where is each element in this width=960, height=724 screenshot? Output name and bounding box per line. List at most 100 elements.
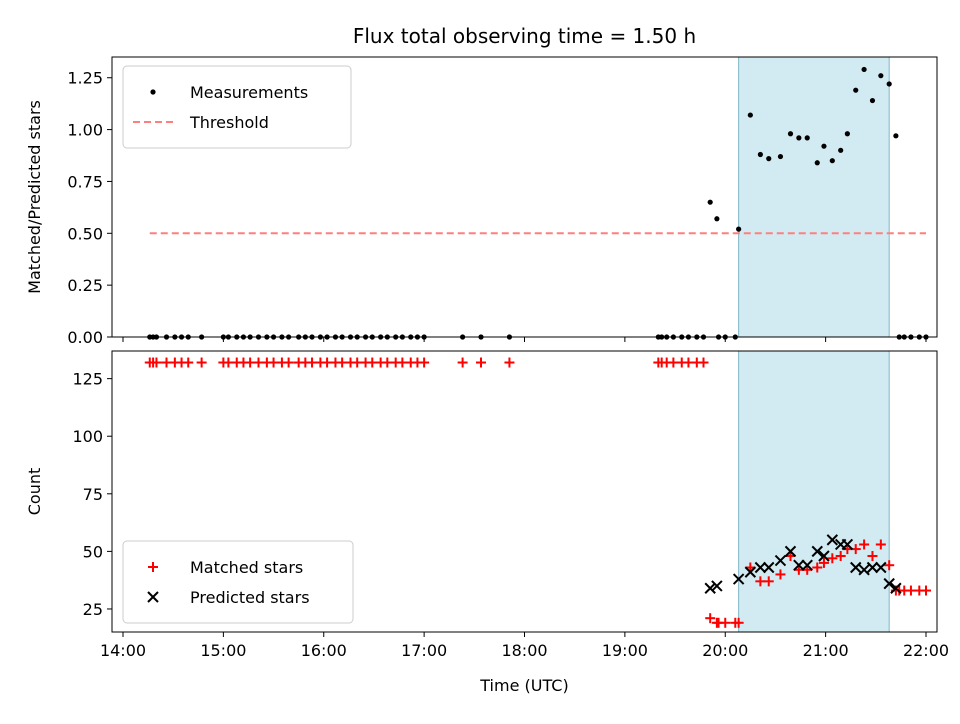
data-point bbox=[884, 560, 895, 571]
data-point bbox=[196, 357, 207, 368]
data-point bbox=[875, 561, 887, 574]
x-marker-b bbox=[826, 534, 839, 546]
data-point bbox=[829, 158, 835, 164]
data-point bbox=[732, 573, 745, 585]
x-marker-b bbox=[774, 554, 787, 567]
y-tick-label: 0.25 bbox=[67, 276, 103, 295]
data-point bbox=[253, 357, 264, 368]
x-marker-b bbox=[732, 573, 745, 585]
data-point bbox=[744, 566, 757, 578]
data-point bbox=[784, 545, 797, 558]
data-point bbox=[804, 135, 810, 141]
x-tick-label: 20:00 bbox=[702, 641, 748, 660]
data-point bbox=[668, 357, 679, 368]
x-marker-b bbox=[763, 561, 775, 574]
data-point bbox=[754, 561, 767, 574]
data-point bbox=[707, 199, 713, 205]
data-point bbox=[777, 153, 784, 160]
legend: Measurements Threshold bbox=[122, 65, 352, 149]
data-point bbox=[307, 357, 318, 368]
data-point bbox=[382, 357, 393, 368]
data-point bbox=[774, 554, 787, 567]
data-point bbox=[859, 539, 870, 550]
data-point bbox=[796, 135, 802, 141]
legend-marker bbox=[147, 591, 159, 603]
legend-label: Threshold bbox=[189, 113, 269, 132]
data-point bbox=[161, 357, 172, 368]
data-point bbox=[890, 582, 902, 594]
legend-box bbox=[122, 540, 354, 624]
x-marker-b bbox=[850, 561, 862, 574]
data-point bbox=[869, 97, 876, 104]
x-axis-label: Time (UTC) bbox=[479, 676, 568, 695]
y-tick-label: 0.50 bbox=[67, 224, 103, 243]
data-point bbox=[853, 87, 859, 93]
x-marker-b bbox=[801, 559, 813, 571]
data-point bbox=[775, 569, 786, 580]
data-point bbox=[683, 357, 694, 368]
x-tick-label: 19:00 bbox=[602, 641, 648, 660]
data-point bbox=[893, 133, 899, 139]
legend-marker bbox=[148, 562, 158, 572]
data-point bbox=[755, 576, 766, 587]
data-point bbox=[921, 585, 931, 596]
x-marker-b bbox=[744, 566, 757, 578]
data-point bbox=[787, 131, 794, 137]
x-tick-label: 21:00 bbox=[803, 641, 849, 660]
data-point bbox=[801, 559, 813, 571]
data-point bbox=[714, 216, 720, 222]
legend-box bbox=[122, 65, 352, 149]
x-marker-b bbox=[841, 538, 854, 551]
data-point bbox=[838, 147, 844, 153]
data-point bbox=[747, 112, 753, 118]
data-point bbox=[766, 156, 772, 162]
data-point bbox=[720, 617, 731, 628]
legend-label: Measurements bbox=[190, 83, 308, 102]
chart-title: Flux total observing time = 1.50 h bbox=[353, 24, 696, 48]
data-point bbox=[504, 357, 515, 368]
data-point bbox=[283, 357, 294, 368]
data-point bbox=[476, 357, 487, 368]
data-point bbox=[883, 577, 895, 590]
x-marker-b bbox=[147, 591, 159, 603]
data-point bbox=[322, 357, 333, 368]
x-tick-label: 14:00 bbox=[100, 641, 146, 660]
x-tick-label: 15:00 bbox=[200, 641, 246, 660]
data-point bbox=[811, 545, 823, 558]
data-point bbox=[704, 582, 716, 594]
data-point bbox=[698, 357, 709, 368]
x-marker-b bbox=[704, 582, 716, 594]
y-tick-label: 125 bbox=[72, 370, 103, 389]
data-point bbox=[841, 538, 854, 551]
data-point bbox=[397, 357, 408, 368]
x-marker-b bbox=[858, 564, 870, 576]
data-point bbox=[367, 357, 378, 368]
data-point bbox=[875, 539, 886, 550]
data-point bbox=[835, 550, 846, 561]
x-marker-b bbox=[711, 580, 723, 592]
data-point bbox=[793, 559, 805, 571]
legend-label: Matched stars bbox=[190, 558, 303, 577]
shaded-observing-region bbox=[738, 350, 890, 633]
data-point bbox=[867, 550, 878, 561]
y-tick-label: 1.25 bbox=[67, 69, 103, 88]
x-marker-b bbox=[866, 561, 879, 574]
data-point bbox=[419, 357, 430, 368]
data-point bbox=[866, 561, 879, 574]
data-point bbox=[861, 66, 867, 73]
shaded-observing-region bbox=[738, 56, 890, 338]
data-point bbox=[818, 557, 829, 568]
data-point bbox=[763, 561, 775, 574]
data-point bbox=[268, 357, 279, 368]
data-point bbox=[826, 534, 839, 546]
data-point bbox=[763, 576, 774, 587]
data-point bbox=[757, 151, 763, 158]
x-tick-label: 16:00 bbox=[301, 641, 347, 660]
data-point bbox=[711, 580, 723, 592]
data-point bbox=[878, 73, 884, 79]
x-marker-b bbox=[793, 559, 805, 571]
x-tick-label: 22:00 bbox=[903, 641, 949, 660]
data-point bbox=[733, 617, 744, 628]
